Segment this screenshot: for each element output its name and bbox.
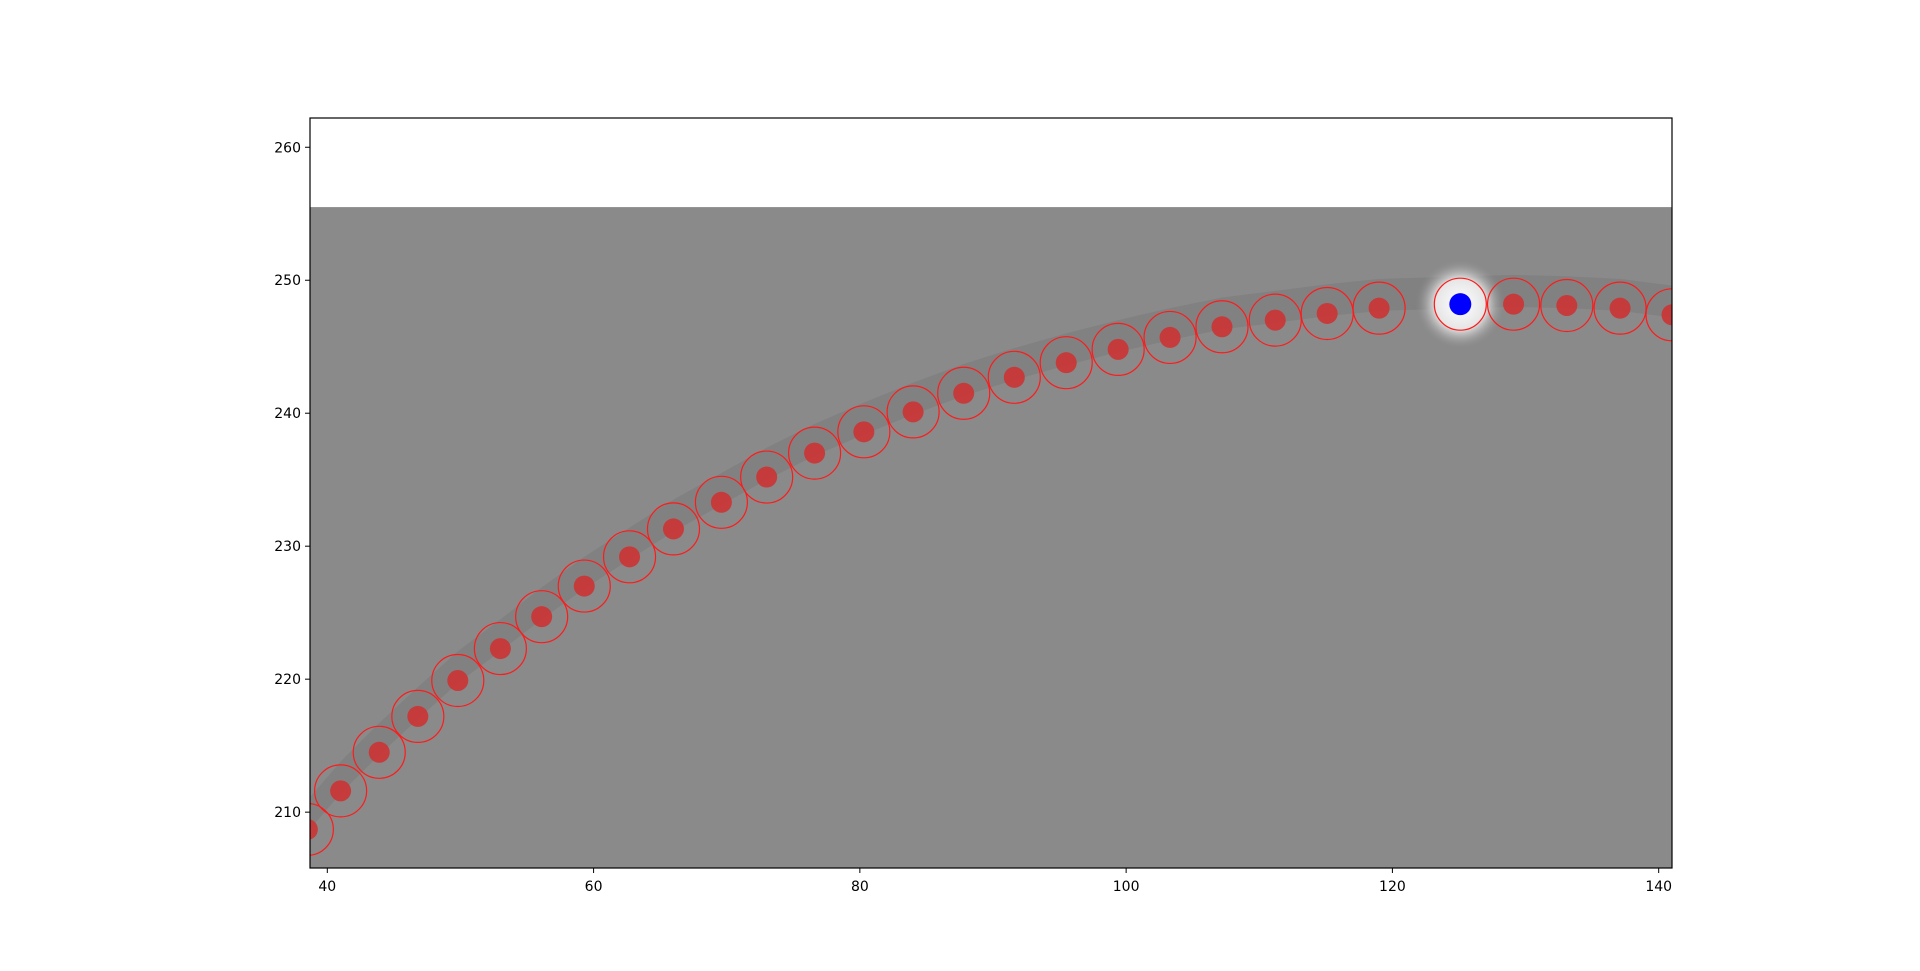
edge-texture: [310, 259, 1672, 830]
x-tick-label: 140: [1645, 879, 1672, 895]
point-ring: [1248, 293, 1302, 347]
x-tick-label: 80: [851, 879, 869, 895]
point-ring: [1143, 310, 1197, 365]
point-ring: [937, 366, 991, 420]
data-point: [1003, 366, 1025, 388]
x-tick-label: 60: [585, 879, 603, 895]
x-tick-label: 120: [1379, 879, 1406, 895]
axes-frame: [309, 117, 1673, 869]
point-ring: [314, 764, 368, 818]
data-point: [1264, 309, 1286, 331]
point-ring: [557, 559, 611, 613]
data-point: [756, 466, 778, 488]
point-ring: [1540, 278, 1594, 333]
point-ring: [1593, 281, 1647, 335]
point-ring: [391, 689, 445, 744]
y-tick-label: 260: [274, 140, 301, 156]
curve-edge-band: [310, 274, 1672, 830]
data-point: [1159, 326, 1181, 348]
point-ring: [646, 502, 701, 556]
data-point: [330, 780, 352, 802]
data-point: [710, 491, 732, 513]
data-point: [573, 575, 595, 597]
highlight-point: [1449, 293, 1472, 316]
point-ring: [1195, 300, 1249, 354]
point-ring: [694, 475, 748, 529]
point-ring: [473, 621, 527, 676]
points-layer: [310, 277, 1672, 856]
point-ring: [740, 450, 794, 504]
point-ring: [1486, 277, 1541, 331]
point-ring: [837, 405, 891, 459]
y-tick-label: 230: [274, 539, 301, 555]
y-tick-label: 240: [274, 406, 301, 422]
point-ring: [431, 653, 485, 708]
point-ring: [352, 725, 406, 779]
highlight-ring: [1433, 277, 1487, 331]
y-tick-label: 220: [274, 672, 301, 688]
y-axis: 210 220 230 240 250 260: [274, 140, 310, 821]
data-point: [662, 518, 684, 540]
data-point: [1368, 297, 1390, 319]
data-point: [619, 546, 641, 568]
data-point: [1107, 338, 1129, 360]
point-ring: [1645, 288, 1672, 342]
data-point: [1556, 295, 1578, 316]
data-point: [310, 819, 318, 840]
data-point: [953, 382, 975, 404]
data-point: [902, 401, 924, 423]
data-point: [1055, 352, 1077, 374]
plot-area: [310, 207, 1672, 868]
y-tick-label: 210: [274, 805, 301, 821]
data-point: [447, 670, 469, 691]
point-ring: [602, 530, 657, 584]
point-ring: [1091, 322, 1145, 376]
point-ring: [310, 802, 334, 856]
point-ring: [1039, 336, 1093, 390]
data-point: [804, 442, 826, 464]
point-ring: [515, 590, 569, 644]
point-ring: [886, 385, 940, 439]
data-point: [531, 606, 553, 628]
data-point: [1503, 293, 1525, 315]
data-point: [1661, 304, 1672, 326]
data-point: [1211, 316, 1233, 338]
point-ring: [987, 350, 1041, 404]
data-point: [1609, 297, 1631, 319]
data-point: [853, 421, 875, 443]
data-point: [1316, 302, 1338, 324]
x-tick-label: 100: [1113, 879, 1140, 895]
y-tick-label: 250: [274, 273, 301, 289]
data-point: [489, 638, 511, 660]
data-point: [368, 741, 390, 763]
x-tick-label: 40: [318, 879, 336, 895]
data-point: [407, 705, 429, 727]
x-axis: 40 60 80 100 120 140: [318, 868, 1672, 895]
point-ring: [1352, 281, 1406, 335]
point-ring: [787, 426, 842, 480]
